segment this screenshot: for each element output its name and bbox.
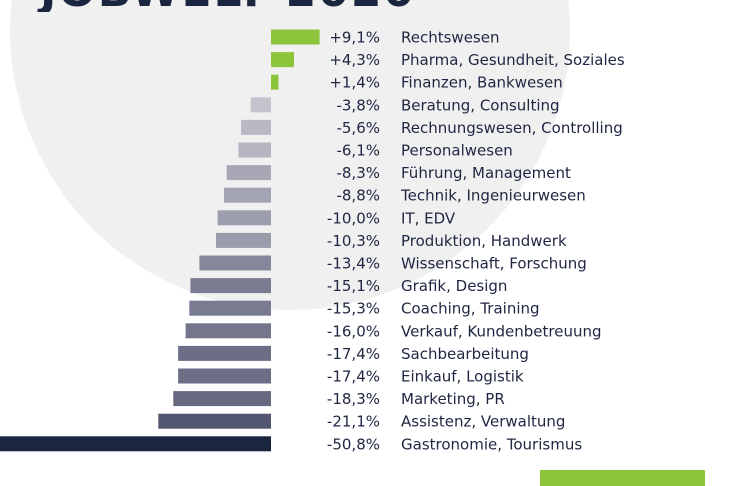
value-labels-group: +9,1% +4,3% +1,4% -3,8% -5,6% -6,1% -8,3% -8,8%… <box>327 29 380 454</box>
category-label-2: Pharma, Gesundheit, Soziales <box>401 51 625 69</box>
value-label-10: -10,3% <box>327 232 380 250</box>
value-label-18: -21,1% <box>327 413 380 431</box>
value-label-19: -50,8% <box>327 435 380 453</box>
category-label-4: Beratung, Consulting <box>401 96 560 114</box>
category-label-14: Verkauf, Kundenbetreuung <box>401 322 602 340</box>
value-label-13: -15,3% <box>327 300 380 318</box>
category-label-19: Gastronomie, Tourismus <box>401 435 582 453</box>
value-label-15: -17,4% <box>327 345 380 363</box>
bar-14 <box>185 323 271 339</box>
bar-1 <box>271 29 320 45</box>
bar-17 <box>173 391 271 407</box>
value-label-5: -5,6% <box>336 119 380 137</box>
value-label-8: -8,8% <box>336 187 380 205</box>
category-label-9: IT, EDV <box>401 209 456 227</box>
category-label-13: Coaching, Training <box>401 300 540 318</box>
bar-10 <box>216 232 271 248</box>
category-label-6: Personalwesen <box>401 142 513 160</box>
category-label-10: Produktion, Handwerk <box>401 232 567 250</box>
footer-accent-bar <box>540 470 705 486</box>
bar-3 <box>271 74 279 90</box>
category-label-16: Einkauf, Logistik <box>401 368 524 386</box>
value-label-16: -17,4% <box>327 368 380 386</box>
category-labels-group: Rechtswesen Pharma, Gesundheit, Soziales F… <box>400 29 625 454</box>
value-label-7: -8,3% <box>336 164 380 182</box>
value-label-17: -18,3% <box>327 390 380 408</box>
title-fragment-text: JOBWELT 2020 <box>40 0 416 12</box>
bar-16 <box>178 368 271 384</box>
category-label-12: Grafik, Design <box>401 277 507 295</box>
category-label-5: Rechnungswesen, Controlling <box>401 119 623 137</box>
bars-group <box>0 29 320 452</box>
category-label-11: Wissenschaft, Forschung <box>401 255 587 273</box>
bar-2 <box>271 52 294 68</box>
bar-9 <box>217 210 271 226</box>
category-label-15: Sachbearbeitung <box>401 345 529 363</box>
bar-19 <box>0 436 271 452</box>
category-label-3: Finanzen, Bankwesen <box>401 74 563 92</box>
bar-5 <box>241 119 271 135</box>
bar-6 <box>238 142 271 158</box>
category-label-17: Marketing, PR <box>401 390 505 408</box>
bar-13 <box>189 300 271 316</box>
value-label-12: -15,1% <box>327 277 380 295</box>
bar-11 <box>199 255 271 271</box>
value-label-1: +9,1% <box>329 29 380 47</box>
value-label-4: -3,8% <box>336 96 380 114</box>
category-label-7: Führung, Management <box>401 164 571 182</box>
title-fragment: JOBWELT 2020 <box>0 0 748 12</box>
value-label-2: +4,3% <box>329 51 380 69</box>
value-label-6: -6,1% <box>336 142 380 160</box>
bar-8 <box>224 187 271 203</box>
bar-15 <box>178 345 271 361</box>
bar-4 <box>250 97 271 113</box>
bar-12 <box>190 278 271 294</box>
category-label-18: Assistenz, Verwaltung <box>401 413 565 431</box>
value-label-3: +1,4% <box>329 74 380 92</box>
bar-7 <box>226 165 271 181</box>
value-label-11: -13,4% <box>327 255 380 273</box>
value-label-9: -10,0% <box>327 209 380 227</box>
bar-18 <box>158 413 271 429</box>
category-label-1: Rechtswesen <box>401 29 499 47</box>
category-label-8: Technik, Ingenieurwesen <box>400 187 586 205</box>
value-label-14: -16,0% <box>327 322 380 340</box>
